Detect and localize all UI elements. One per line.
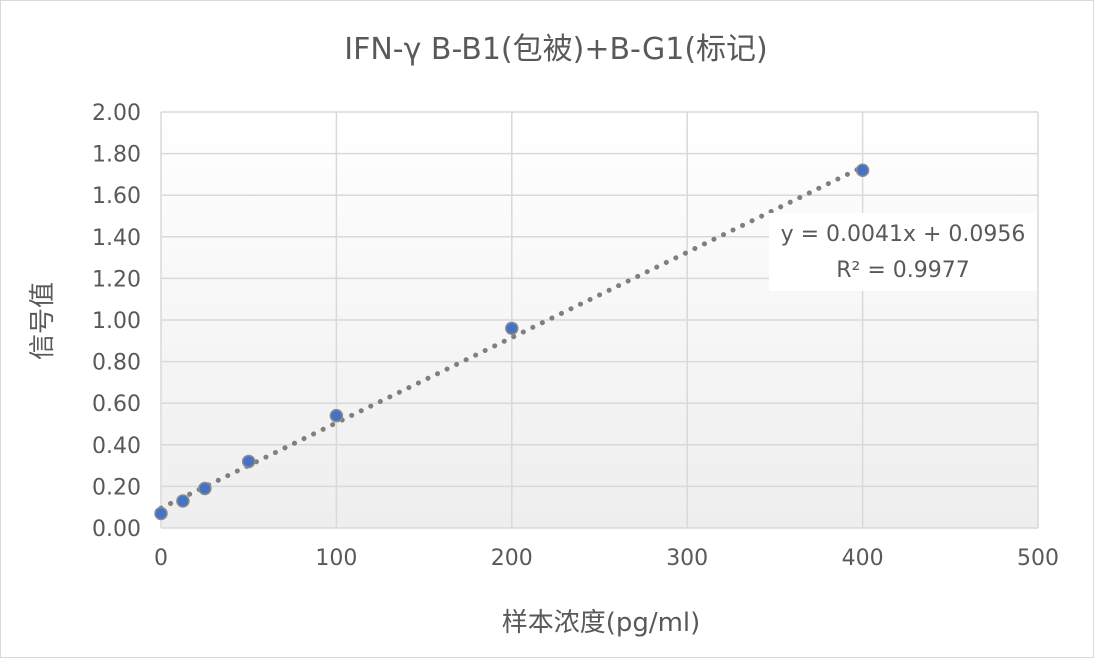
trendline-r2: R² = 0.9977	[836, 258, 970, 283]
y-tick-label: 0.00	[92, 517, 141, 542]
x-axis-label: 样本浓度(pg/ml)	[502, 608, 701, 638]
equation-box-background	[769, 213, 1037, 291]
gridlines	[160, 111, 1039, 529]
data-point	[505, 321, 519, 336]
x-axis-ticks: 0 100 200 300 400 500	[154, 546, 1059, 571]
data-point	[198, 481, 212, 496]
x-tick-label: 400	[842, 546, 884, 571]
y-tick-label: 0.40	[92, 434, 141, 459]
data-point	[329, 408, 344, 423]
trendline-equation: y = 0.0041x + 0.0956	[781, 222, 1026, 247]
data-point	[855, 163, 870, 177]
x-tick-label: 300	[666, 546, 708, 571]
x-tick-label: 100	[315, 546, 357, 571]
y-tick-label: 1.80	[92, 143, 141, 168]
x-tick-label: 0	[154, 546, 168, 571]
y-tick-label: 0.60	[92, 392, 141, 417]
y-tick-label: 0.20	[92, 475, 141, 500]
data-point	[241, 454, 256, 469]
y-tick-label: 1.00	[92, 309, 141, 334]
x-tick-label: 200	[491, 546, 533, 571]
data-point	[176, 494, 190, 508]
chart-title: IFN-γ B-B1(包被)+B-G1(标记)	[344, 32, 767, 67]
y-tick-label: 1.20	[92, 267, 141, 292]
x-tick-label: 500	[1017, 546, 1059, 571]
y-axis-label: 信号值	[28, 282, 58, 360]
trendline	[158, 164, 866, 511]
y-tick-label: 2.00	[92, 101, 141, 126]
y-axis-ticks: 0.00 0.20 0.40 0.60 0.80 1.00 1.20 1.40 1.60 1.80…	[92, 101, 141, 542]
trendline-equation-box: y = 0.0041x + 0.0956 R² = 0.9977	[769, 213, 1037, 291]
y-tick-label: 0.80	[92, 351, 141, 376]
trendline-path	[158, 164, 866, 511]
y-tick-label: 1.60	[92, 184, 141, 209]
y-tick-label: 1.40	[92, 226, 141, 251]
data-point	[154, 506, 168, 521]
data-points	[154, 163, 870, 521]
